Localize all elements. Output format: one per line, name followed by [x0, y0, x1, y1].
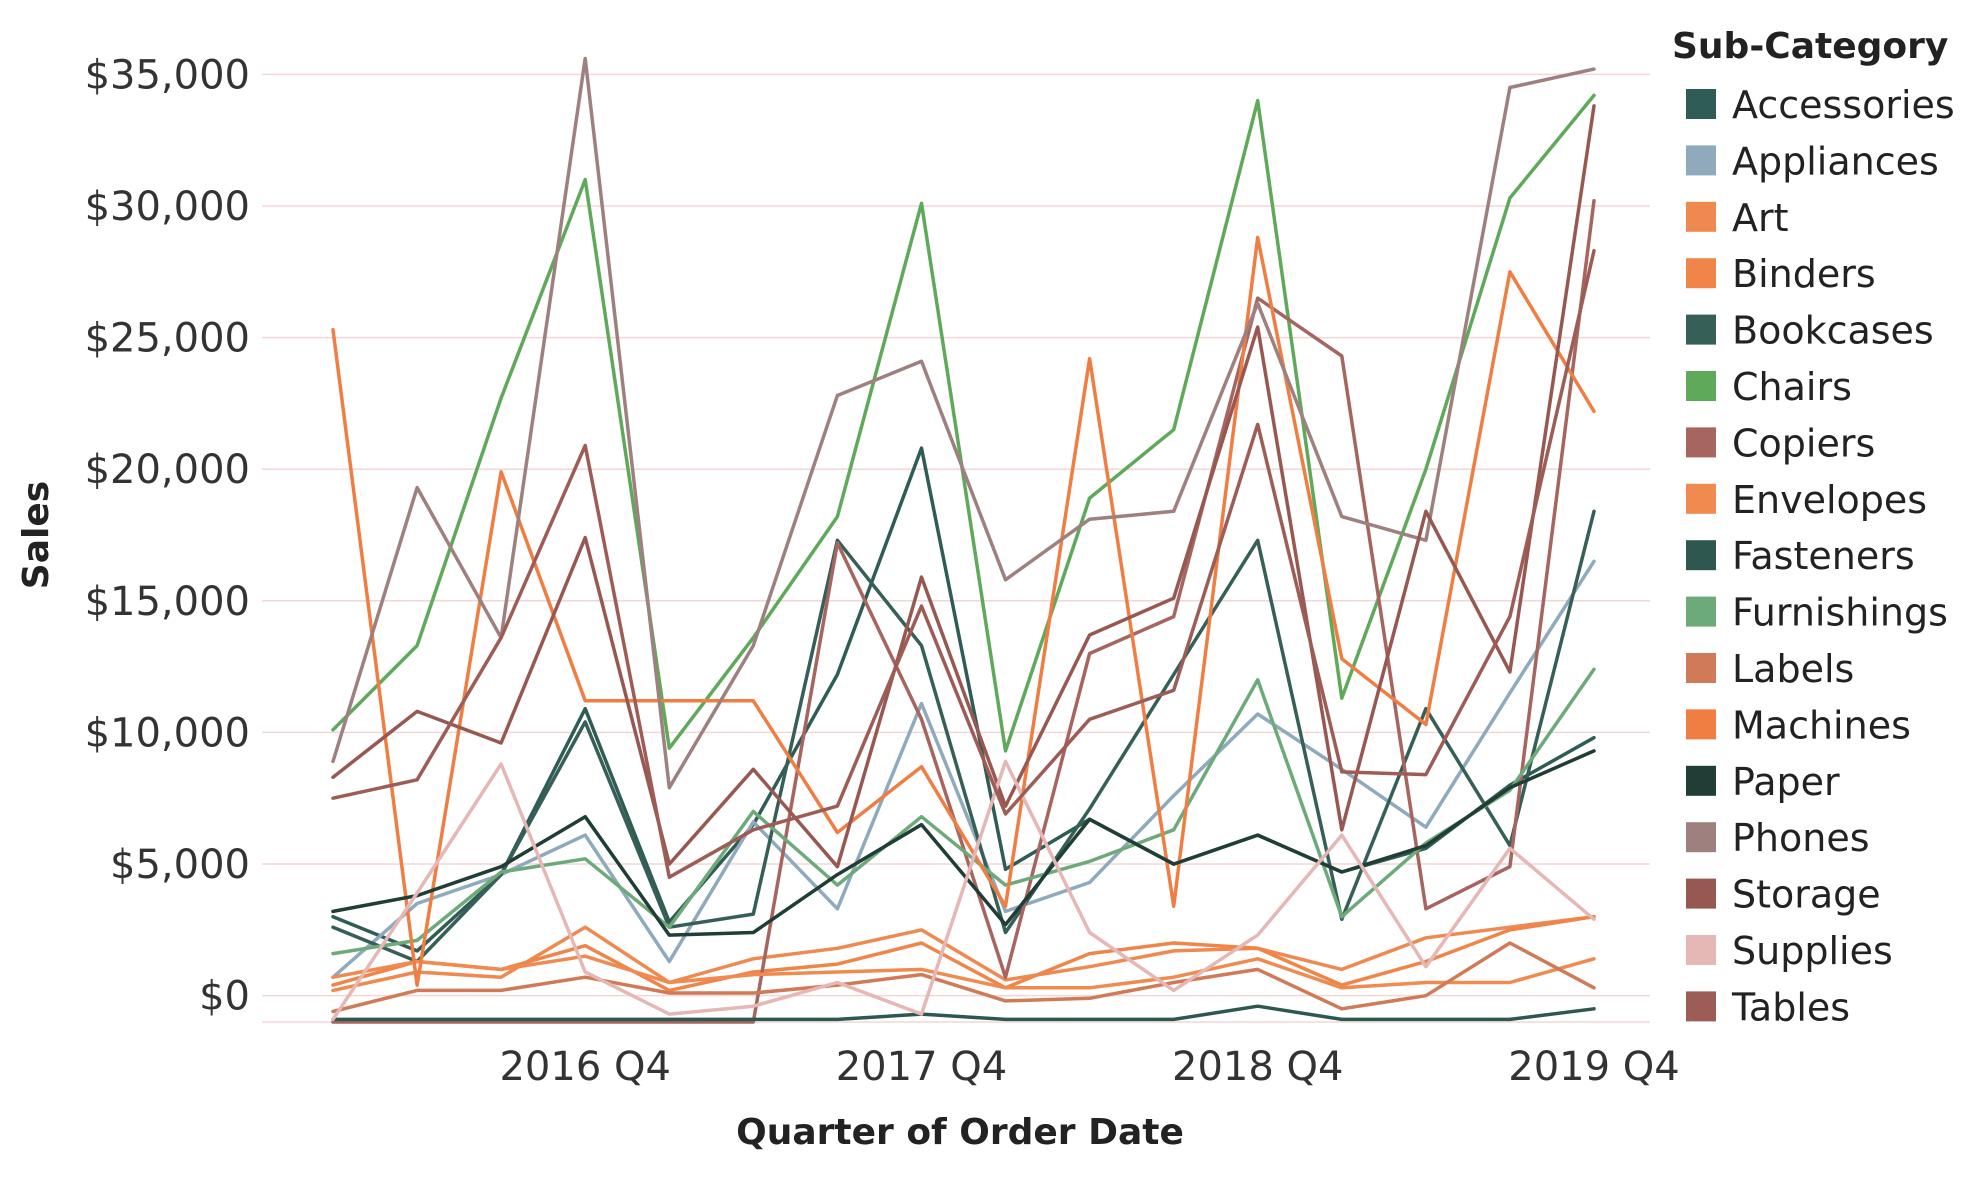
legend-label: Chairs [1732, 365, 1852, 409]
legend-swatch [1686, 709, 1716, 740]
series-line-bookcases [331, 509, 1596, 964]
y-tick-label: $10,000 [85, 710, 250, 756]
legend-label: Fasteners [1732, 534, 1915, 578]
series-line-envelopes [331, 954, 1596, 990]
legend-item-binders: Binders [1686, 252, 1876, 296]
legend-item-copiers: Copiers [1686, 421, 1875, 465]
series-line-binders [331, 914, 1596, 993]
legend-swatch [1686, 653, 1716, 683]
legend-label: Appliances [1732, 139, 1939, 183]
y-tick-label: $35,000 [85, 52, 250, 98]
y-tick-label: $15,000 [85, 579, 250, 625]
x-tick-label: 2017 Q4 [836, 1044, 1007, 1090]
legend-swatch [1686, 371, 1716, 401]
legend-item-fasteners: Fasteners [1686, 534, 1915, 578]
legend-label: Art [1732, 196, 1789, 240]
legend-label: Binders [1732, 252, 1876, 296]
series-line-appliances [331, 559, 1596, 979]
legend-label: Envelopes [1732, 478, 1927, 522]
legend-label: Paper [1732, 760, 1840, 804]
series-line-labels [331, 941, 1596, 1014]
legend-swatch [1686, 145, 1716, 176]
series-line-fasteners [331, 1004, 1596, 1022]
legend-swatch [1686, 878, 1716, 909]
legend-label: Storage [1732, 873, 1881, 917]
legend-item-furnishings: Furnishings [1686, 591, 1948, 635]
legend-item-bookcases: Bookcases [1686, 309, 1934, 353]
legend-label: Supplies [1732, 929, 1893, 973]
legend-item-machines: Machines [1686, 703, 1911, 747]
legend-label: Phones [1732, 816, 1870, 860]
legend-swatch [1686, 765, 1716, 796]
legend-item-accessories: Accessories [1686, 83, 1955, 127]
legend-label: Copiers [1732, 421, 1875, 465]
series-line-machines [331, 235, 1596, 987]
series-lines [331, 56, 1596, 1024]
x-tick-label: 2019 Q4 [1508, 1044, 1679, 1090]
legend-swatch [1686, 991, 1716, 1022]
legend-swatch [1686, 596, 1716, 627]
y-tick-label: $30,000 [85, 184, 250, 230]
x-axis-title: Quarter of Order Date [736, 1112, 1184, 1153]
legend-swatch [1686, 258, 1716, 289]
legend-item-storage: Storage [1686, 873, 1881, 917]
x-axis-ticks: 2016 Q4 2017 Q4 2018 Q4 2019 Q4 [499, 1044, 1679, 1090]
legend-label: Tables [1731, 985, 1850, 1029]
legend-item-chairs: Chairs [1686, 365, 1852, 409]
series-line-art [331, 914, 1596, 993]
legend: Sub-Category Accessories Appliances Art Bin… [1672, 26, 1955, 1029]
series-line-chairs [331, 93, 1596, 753]
y-axis-title: Sales [16, 481, 57, 589]
y-tick-label: $5,000 [110, 842, 250, 888]
legend-item-supplies: Supplies [1686, 929, 1893, 973]
legend-swatch [1686, 483, 1716, 514]
series-line-supplies [331, 759, 1596, 1022]
x-tick-label: 2016 Q4 [499, 1044, 670, 1090]
legend-item-art: Art [1686, 196, 1789, 240]
series-line-tables [331, 248, 1596, 879]
legend-label: Accessories [1732, 83, 1955, 127]
legend-title: Sub-Category [1672, 26, 1948, 67]
y-tick-label: $25,000 [85, 316, 250, 362]
legend-swatch [1686, 89, 1716, 119]
legend-label: Labels [1732, 647, 1854, 691]
legend-item-phones: Phones [1686, 816, 1870, 860]
legend-swatch [1686, 314, 1716, 345]
legend-swatch [1686, 935, 1716, 965]
y-tick-label: $0 [199, 974, 250, 1020]
legend-label: Machines [1732, 703, 1911, 747]
gridlines [262, 73, 1650, 1023]
legend-label: Bookcases [1732, 309, 1934, 353]
legend-item-labels: Labels [1686, 647, 1854, 691]
series-line-paper [331, 749, 1596, 937]
y-tick-label: $20,000 [85, 447, 250, 493]
series-line-phones [331, 56, 1596, 790]
y-axis-ticks: $0 $5,000 $10,000 $15,000 $20,000 $25,000 $30,… [85, 52, 250, 1019]
legend-label: Furnishings [1732, 591, 1948, 635]
series-line-copiers [331, 198, 1596, 1024]
legend-item-tables: Tables [1686, 985, 1850, 1029]
legend-swatch [1686, 822, 1716, 853]
legend-item-appliances: Appliances [1686, 139, 1939, 183]
series-line-storage [331, 104, 1596, 869]
legend-item-paper: Paper [1686, 760, 1840, 804]
legend-item-envelopes: Envelopes [1686, 478, 1927, 522]
x-tick-label: 2018 Q4 [1172, 1044, 1343, 1090]
legend-swatch [1686, 201, 1716, 232]
legend-swatch [1686, 427, 1716, 458]
legend-swatch [1686, 540, 1716, 571]
